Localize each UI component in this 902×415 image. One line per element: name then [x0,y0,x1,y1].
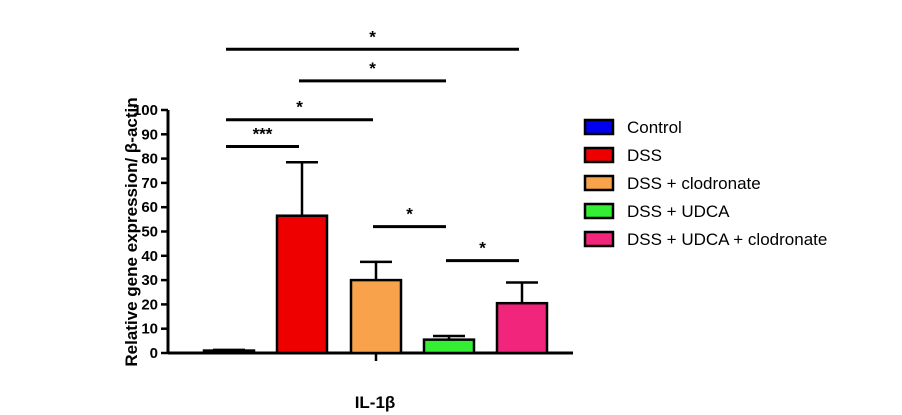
y-tick-label: 40 [141,248,158,265]
y-tick-label: 90 [141,126,158,143]
legend-label-4: DSS + UDCA + clodronate [627,230,827,249]
legend-label-2: DSS + clodronate [627,174,761,193]
y-tick-label: 20 [141,296,158,313]
bar-2 [349,278,403,355]
x-axis-label: IL-1β [355,393,396,412]
error-bars [213,160,538,352]
legend: Control DSS DSS + clodronate DSS + UDCA DSS … [583,118,827,249]
y-tick-label: 100 [133,102,158,119]
significance-label-1: * [296,98,303,117]
legend-swatch-2 [583,174,615,192]
y-tick-label: 80 [141,151,158,168]
legend-label-1: DSS [627,146,662,165]
legend-swatch-3 [583,202,615,220]
y-tick-label: 50 [141,224,158,241]
bar-3 [422,338,476,355]
significance-label-2: * [369,59,376,78]
legend-swatch-0 [583,118,615,136]
y-tick-label: 10 [141,321,158,338]
bar-4 [495,301,549,355]
significance-label-4: * [406,205,413,224]
significance-label-3: * [369,27,376,46]
y-tick-label: 30 [141,272,158,289]
bar-1 [275,214,329,355]
significance-label-0: *** [253,124,273,143]
legend-swatch-4 [583,230,615,248]
bars [202,214,549,355]
y-tick-label: 60 [141,199,158,216]
legend-swatch-1 [583,146,615,164]
legend-label-0: Control [627,118,682,137]
y-tick-label: 0 [150,345,158,362]
y-tick-label: 70 [141,175,158,192]
y-axis-label: Relative gene expression/ β-actin [122,97,141,366]
significance-label-5: * [479,239,486,258]
legend-label-3: DSS + UDCA [627,202,730,221]
significance-brackets: ******** [226,27,519,263]
